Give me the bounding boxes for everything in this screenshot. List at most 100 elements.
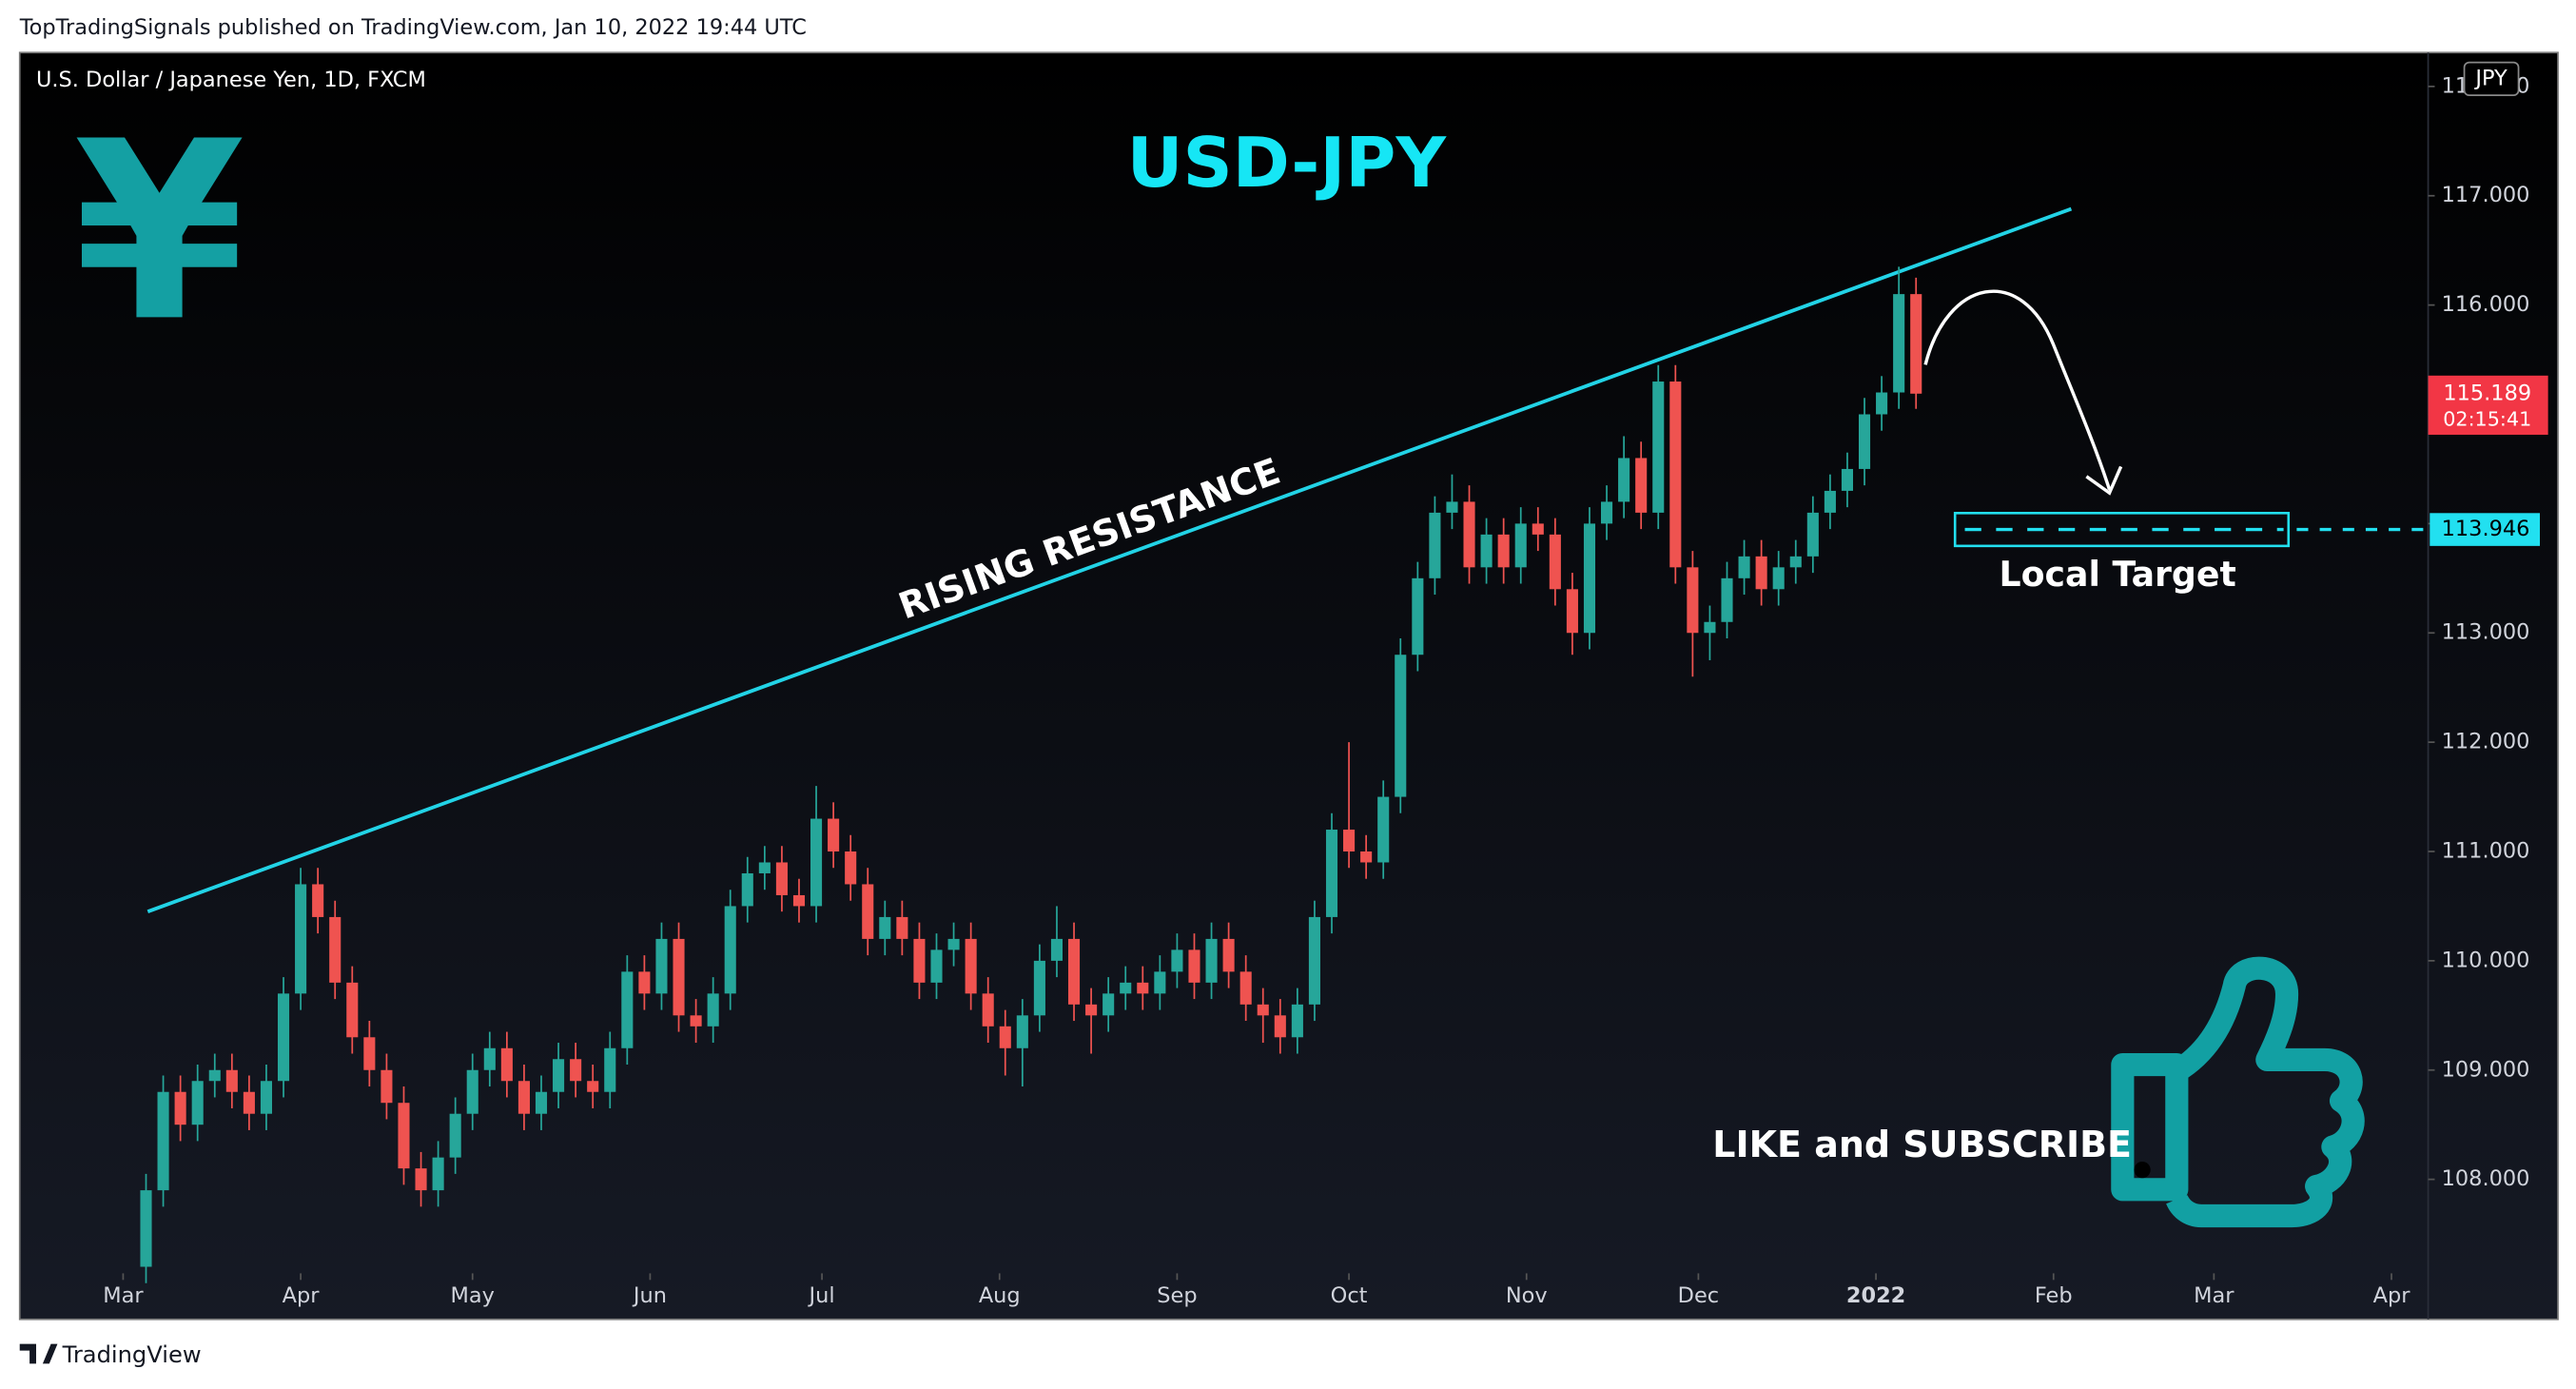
candle-body	[1325, 830, 1338, 917]
x-tick-label: Apr	[2373, 1283, 2411, 1308]
candle-body	[1772, 567, 1785, 590]
thumbs-up-icon	[2111, 956, 2365, 1228]
last-price-box	[2428, 375, 2548, 435]
candle-body	[913, 938, 926, 983]
x-tick-label: Mar	[103, 1283, 144, 1308]
candle-body	[1910, 294, 1922, 394]
candle-body	[1841, 468, 1854, 491]
candle-body	[346, 982, 359, 1038]
candle-body	[896, 916, 908, 939]
x-tick-label: Mar	[2194, 1283, 2234, 1308]
candle-body	[1291, 1004, 1303, 1038]
candle-body	[621, 971, 634, 1048]
candle-body	[1858, 414, 1871, 469]
candle-body	[707, 993, 719, 1027]
candle-body	[724, 906, 736, 994]
candle-body	[1222, 938, 1235, 972]
candle-body	[845, 851, 857, 885]
candle-body	[1360, 851, 1373, 863]
candle-body	[828, 818, 840, 852]
candle-body	[415, 1168, 427, 1191]
candle-body	[999, 1026, 1011, 1048]
candle-body	[1050, 938, 1064, 961]
candle-body	[329, 916, 342, 983]
candle-body	[553, 1059, 565, 1092]
candle-body	[1343, 830, 1356, 852]
candle-body	[1257, 1004, 1269, 1016]
candle-body	[947, 938, 960, 950]
candle-body	[1085, 1004, 1098, 1016]
candle-body	[1446, 501, 1458, 513]
candle-body	[1532, 523, 1544, 535]
x-tick-label: Jul	[808, 1283, 835, 1308]
candle-body	[775, 862, 788, 895]
candle-body	[1583, 523, 1596, 634]
candle-body	[1120, 982, 1132, 994]
arrow-head	[2085, 465, 2123, 496]
candle-body	[1188, 949, 1200, 983]
target-label: Local Target	[2000, 554, 2236, 595]
candle-body	[1033, 960, 1045, 1016]
x-tick-label: Nov	[1506, 1283, 1548, 1308]
candle-body	[587, 1081, 599, 1092]
candle-body	[673, 938, 685, 1016]
footer-brand: TradingView	[62, 1341, 202, 1368]
chart-title: USD-JPY	[1127, 124, 1448, 204]
target-box	[1953, 512, 2291, 548]
candle-body	[1738, 556, 1750, 578]
candle-body	[1497, 534, 1510, 568]
candle-body	[982, 993, 994, 1027]
x-tick-label: 2022	[1846, 1283, 1905, 1308]
candle-body	[1618, 458, 1630, 502]
candle-body	[862, 884, 874, 939]
candle-body	[1412, 577, 1424, 655]
candle-body	[1755, 556, 1767, 590]
candle-body	[1274, 1015, 1286, 1038]
candle-body	[758, 862, 771, 873]
candle-body	[1824, 490, 1836, 513]
candle-body	[879, 916, 891, 939]
candle-body	[1789, 556, 1802, 568]
x-tick-label: Feb	[2035, 1283, 2073, 1308]
x-tick-label: May	[451, 1283, 495, 1308]
target-price-box	[2430, 513, 2541, 546]
candle-body	[1601, 501, 1613, 524]
candle-body	[208, 1069, 221, 1082]
candle-body	[965, 938, 977, 994]
candle-body	[398, 1103, 410, 1169]
resistance-line	[146, 206, 2073, 913]
candle-body	[1566, 589, 1578, 634]
candle-body	[655, 938, 668, 994]
y-tick-label: 112.000	[2442, 730, 2530, 754]
candle-body	[191, 1081, 204, 1125]
y-tick-label: 117.000	[2442, 183, 2530, 207]
candle-body	[483, 1047, 496, 1070]
candle-body	[1016, 1015, 1028, 1048]
candle-body	[312, 884, 324, 917]
last-price: 115.189	[2443, 381, 2531, 405]
candle-body	[1137, 982, 1149, 994]
candle-body	[449, 1113, 461, 1158]
candle-body	[638, 971, 651, 994]
tv-logo	[19, 1343, 58, 1364]
yen-icon: ¥	[73, 89, 244, 376]
candle-body	[1171, 949, 1183, 972]
candle-body	[535, 1091, 548, 1114]
candle-body	[1067, 938, 1081, 1005]
candle-body	[741, 872, 753, 907]
candle-body	[1377, 796, 1390, 863]
x-tick-label: Apr	[283, 1283, 321, 1308]
candle-body	[930, 949, 943, 983]
y-tick-label: 109.000	[2442, 1057, 2530, 1082]
candle-body	[1463, 501, 1475, 568]
currency-label: JPY	[2473, 66, 2508, 90]
candle-body	[1876, 392, 1888, 415]
y-tick-label: 111.000	[2442, 839, 2530, 864]
candle-body	[363, 1037, 376, 1070]
y-tick-label: 116.000	[2442, 292, 2530, 317]
call-to-action: LIKE and SUBSCRIBE	[1712, 1124, 2132, 1165]
candle-body	[1395, 655, 1407, 797]
x-tick-label: Dec	[1678, 1283, 1719, 1308]
candle-body	[243, 1091, 255, 1114]
